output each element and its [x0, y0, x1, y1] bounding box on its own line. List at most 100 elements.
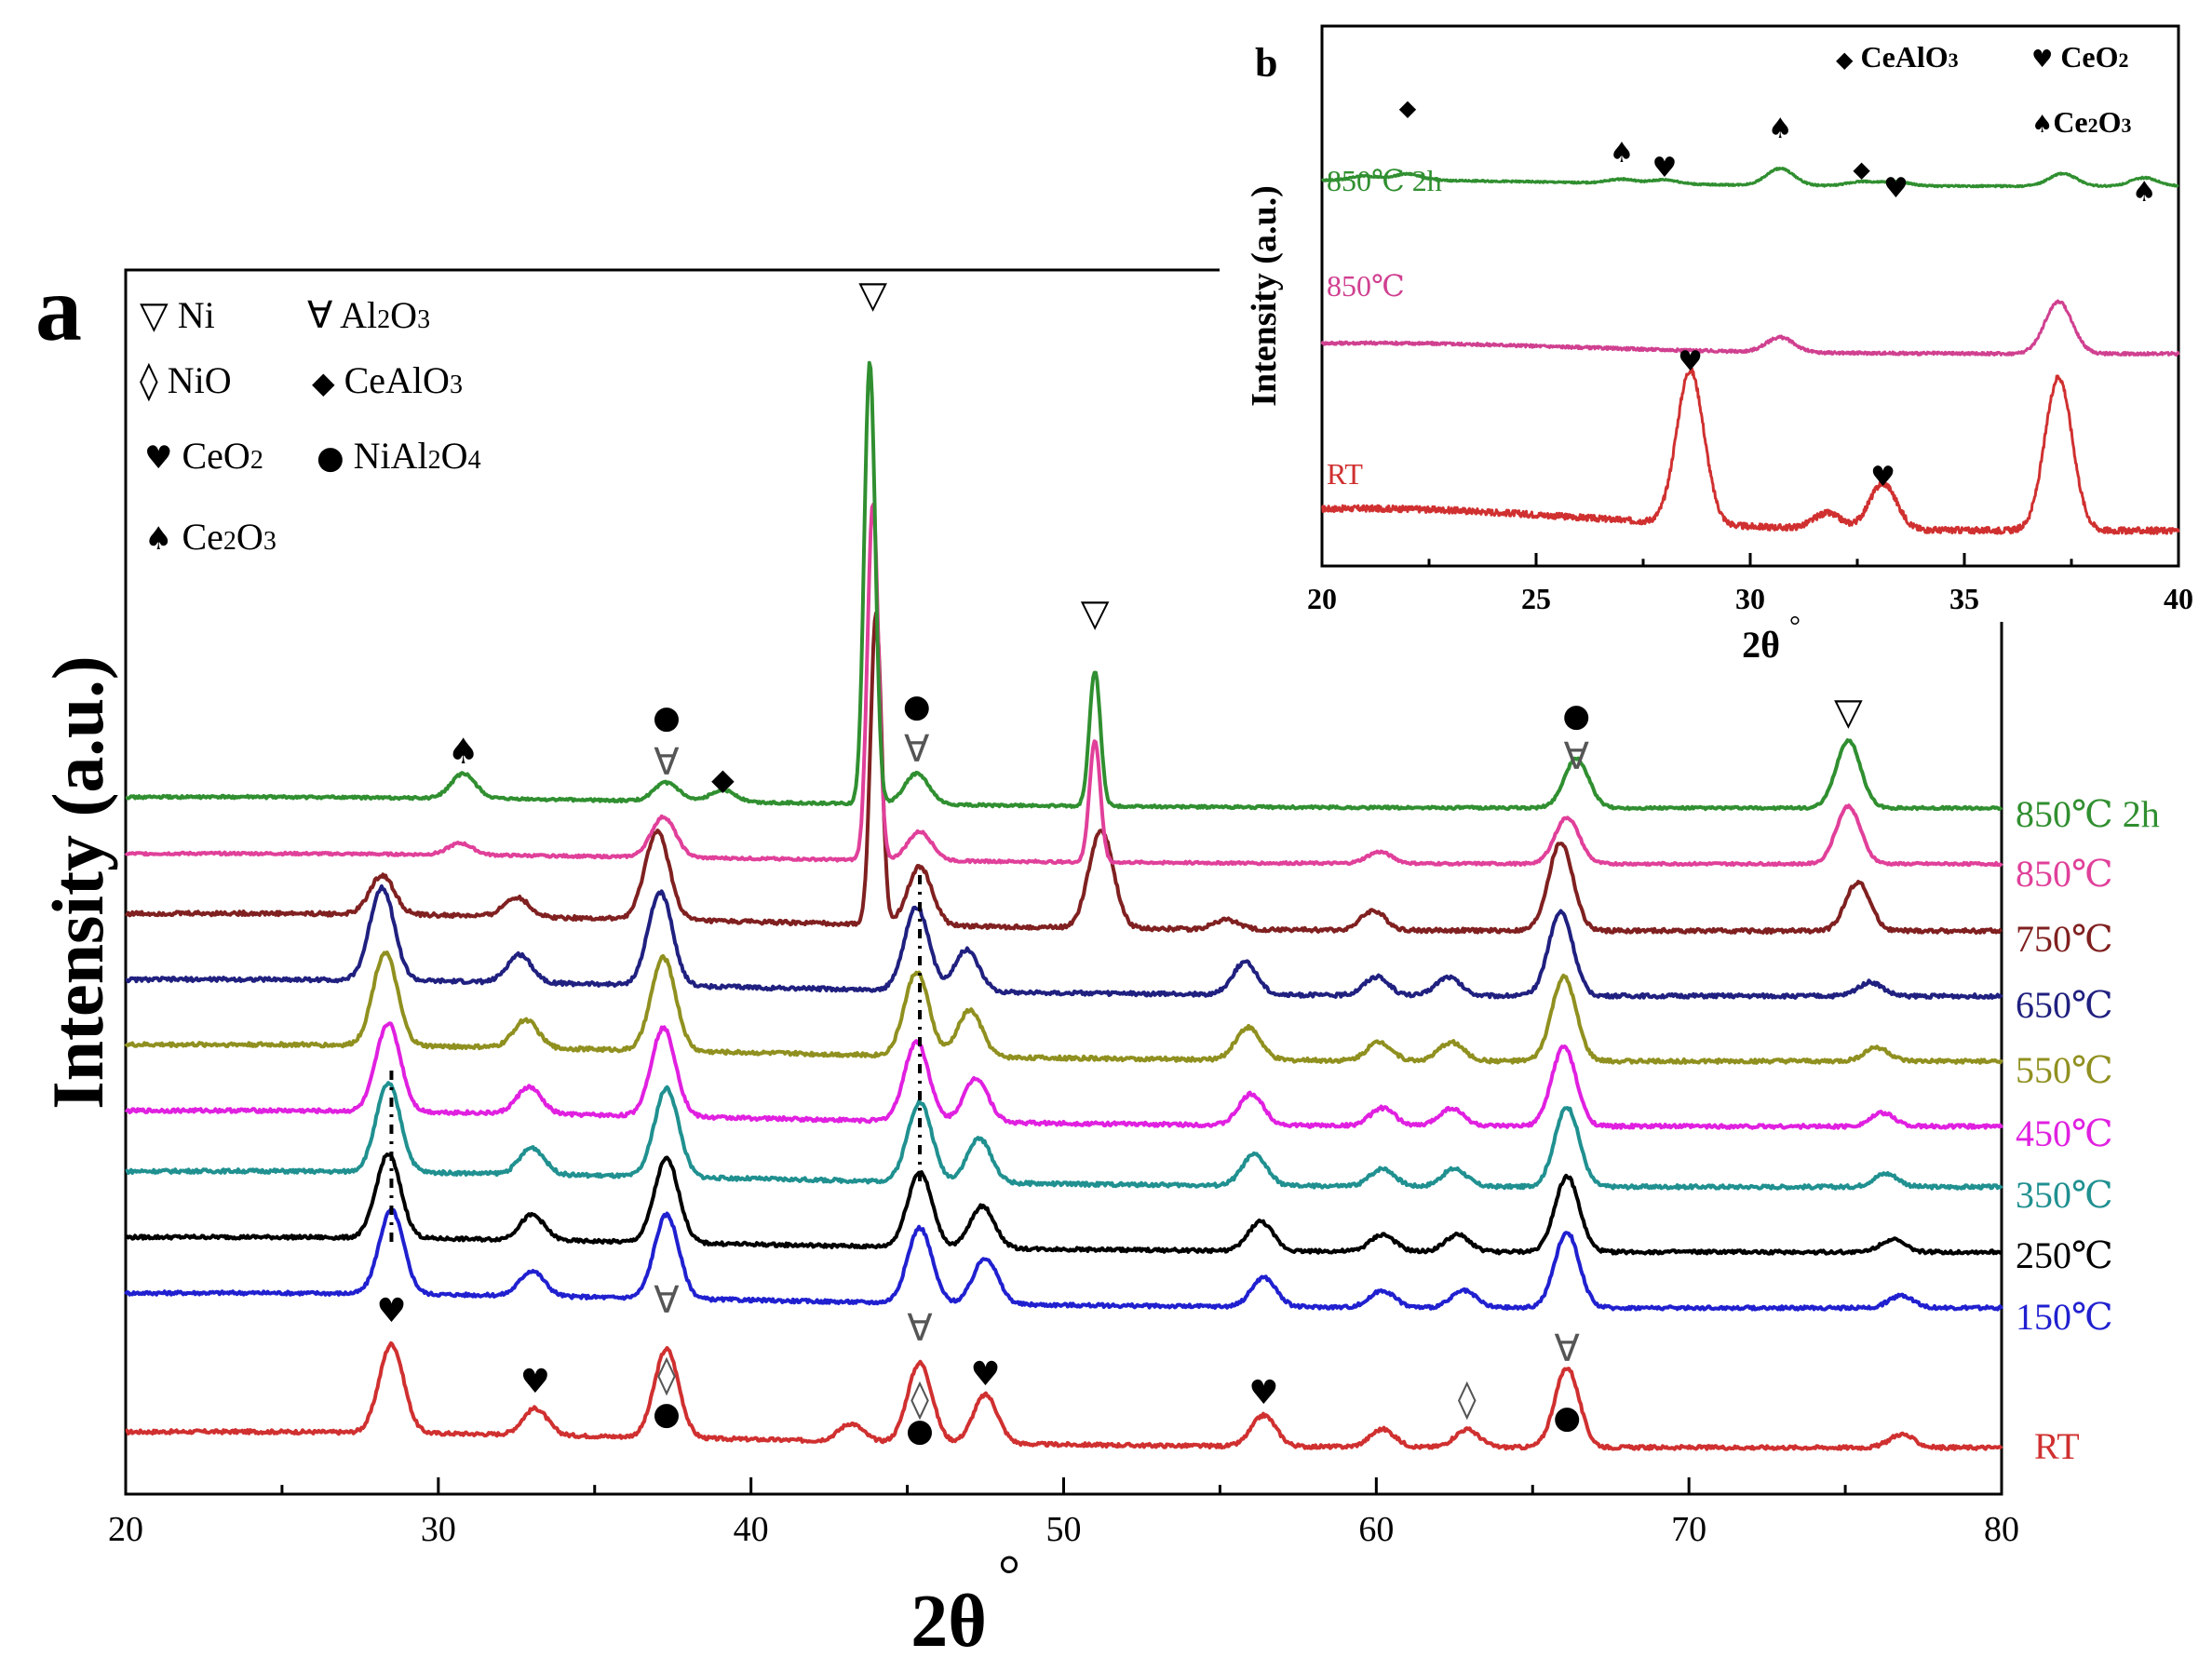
legend-item-ceo2: ♥ CeO2: [144, 435, 263, 477]
a-series-label-4: 450℃: [2016, 1112, 2113, 1154]
a-series-line-0: [125, 1341, 2003, 1451]
a-peak-marker: ◊: [657, 1354, 676, 1396]
legend-item-ni: ▽ Ni: [140, 294, 215, 337]
b-peak-marker: ◆: [1399, 95, 1417, 121]
a-peak-marker: ●: [653, 1395, 681, 1433]
panel-b-series-labels: RT 850℃ 850℃ 2h: [1327, 164, 1442, 491]
legend-item-nio: ◊ NiO: [140, 359, 232, 402]
a-peak-marker: ▽: [1834, 691, 1863, 734]
b-series-label-0: RT: [1327, 457, 1363, 491]
a-peak-marker: ●: [906, 1412, 934, 1449]
b-peak-marker: ♠: [2132, 176, 2157, 209]
a-peak-marker: ∀: [907, 1307, 933, 1350]
a-series-line-9: [125, 360, 2003, 812]
panel-a-x-tick-labels: 20 30 40 50 60 70 80: [108, 1510, 2019, 1549]
panel-a: 20 30 40 50 60 70 80 ♠●∀ ◆▽●∀▽●∀▽♥♥∀◊●∀◊●♥ ♥ ◊∀● …: [35, 257, 2160, 1663]
a-peak-marker: ●: [1553, 1399, 1581, 1436]
a-x-tick-label: 70: [1671, 1510, 1706, 1549]
b-x-tick-label: 30: [1735, 582, 1765, 615]
a-series-line-7: [124, 611, 2003, 936]
legend-item-al2o3: ∀ Al2O3: [307, 294, 430, 337]
b-peak-marker: ♠: [1610, 137, 1635, 169]
b-peak-marker: ♠: [1768, 113, 1793, 145]
panel-b-background: [1220, 0, 2212, 622]
a-series-label-5: 550℃: [2016, 1049, 2113, 1091]
panel-a-legend: ▽ Ni ∀ Al2O3 ◊ NiO ◆ CeAlO3 ♥ CeO2 ● NiA…: [140, 294, 481, 558]
a-series-line-8: [124, 503, 2003, 868]
panel-a-x-axis-degree: °: [998, 1544, 1020, 1606]
a-x-tick-label: 80: [1984, 1510, 2019, 1549]
a-series-label-9: 850℃ 2h: [2016, 793, 2160, 835]
a-series-line-6: [125, 884, 2003, 1000]
a-series-line-2: [124, 1152, 2003, 1256]
a-peak-marker: ◆: [711, 761, 735, 797]
a-series-line-4: [124, 1021, 2003, 1130]
panel-b-x-axis-label: 2θ: [1742, 624, 1780, 666]
panel-a-x-axis-label: 2θ: [910, 1581, 987, 1663]
panel-a-series-labels: RT 150℃ 250℃ 350℃ 450℃ 550℃ 650℃ 750℃ 850℃ 850℃ 2…: [2016, 793, 2160, 1467]
a-series-label-1: 150℃: [2016, 1296, 2113, 1338]
b-peak-marker: ♥: [1678, 345, 1703, 378]
a-series-label-6: 650℃: [2016, 984, 2113, 1026]
panel-a-letter: a: [35, 257, 82, 360]
a-peak-marker: ♠: [448, 731, 479, 772]
legend-b-item-cealo3: ◆ CeAlO3: [1836, 40, 1959, 74]
b-peak-marker: ♥: [1652, 152, 1678, 184]
b-peak-marker: ♥: [1870, 461, 1895, 493]
panel-b-peak-markers: ◆ ♠ ♥ ♠ ◆ ♥ ♠ ♥ ♥: [1399, 95, 2157, 493]
panel-a-series-lines: [124, 360, 2003, 1451]
panel-b-y-axis-label: Intensity (a.u.): [1245, 185, 1284, 407]
panel-b-letter: b: [1255, 40, 1277, 86]
a-series-label-7: 750℃: [2016, 918, 2113, 960]
a-x-tick-label: 30: [421, 1510, 456, 1549]
a-peak-marker: ▽: [858, 274, 887, 317]
a-peak-marker: ∀: [1564, 735, 1590, 778]
a-peak-marker: ∀: [654, 1279, 680, 1322]
a-series-label-8: 850℃: [2016, 853, 2113, 895]
b-series-label-1: 850℃: [1327, 269, 1405, 303]
a-peak-marker: ♥: [1248, 1374, 1278, 1412]
b-peak-marker: ♥: [1883, 172, 1909, 205]
panel-a-x-ticks: [124, 1477, 2003, 1494]
b-x-tick-label: 40: [2164, 582, 2193, 615]
b-series-line-1: [1320, 299, 2180, 357]
a-x-tick-label: 50: [1046, 1510, 1082, 1549]
a-peak-marker: ∀: [654, 741, 680, 784]
b-series-line-0: [1321, 367, 2180, 535]
a-x-tick-label: 60: [1358, 1510, 1394, 1549]
a-series-label-0: RT: [2034, 1425, 2080, 1467]
legend-b-item-ce2o3: ♠Ce2O3: [2031, 105, 2132, 139]
a-peak-marker: ♥: [970, 1355, 1000, 1394]
a-peak-marker: ▽: [1081, 592, 1110, 635]
a-series-line-1: [124, 1206, 2003, 1312]
legend-b-item-ceo2: ♥ CeO2: [2031, 40, 2129, 74]
legend-item-nial2o4: ● NiAl2O4: [317, 435, 481, 477]
a-series-label-3: 350℃: [2016, 1174, 2113, 1216]
a-peak-marker: ∀: [1555, 1327, 1581, 1370]
a-peak-marker: ●: [653, 699, 681, 736]
panel-b-x-ticks: [1320, 553, 2180, 566]
legend-item-cealo3: ◆ CeAlO3: [312, 359, 463, 401]
a-peak-marker: ◊: [910, 1378, 929, 1421]
b-x-tick-label: 25: [1521, 582, 1551, 615]
a-peak-marker: ●: [1562, 697, 1590, 734]
b-peak-marker: ◆: [1853, 156, 1870, 182]
a-x-tick-label: 40: [734, 1510, 769, 1549]
legend-item-ce2o3: ♠ Ce2O3: [144, 516, 276, 558]
panel-b: 20 25 30 35 40 ◆ ♠ ♥ ♠ ◆ ♥ ♠ ♥ ♥ RT 850℃ 850℃ 2h b Int…: [1220, 0, 2212, 666]
panel-a-peak-markers: ♠●∀ ◆▽●∀▽●∀▽♥♥∀◊●∀◊●♥ ♥ ◊∀●: [376, 274, 1863, 1449]
b-x-tick-label: 35: [1949, 582, 1979, 615]
a-series-line-5: [124, 950, 2003, 1065]
panel-a-y-axis-label: Intensity (a.u.): [37, 655, 118, 1110]
b-series-line-2: [1320, 167, 2179, 189]
a-peak-marker: ◊: [1458, 1378, 1477, 1421]
b-series-label-2: 850℃ 2h: [1327, 164, 1442, 197]
a-peak-marker: ♥: [376, 1292, 406, 1330]
panel-b-x-tick-labels: 20 25 30 35 40: [1307, 582, 2193, 615]
a-x-tick-label: 20: [108, 1510, 143, 1549]
panel-b-legend: ◆ CeAlO3 ♥ CeO2 ♠Ce2O3: [1836, 40, 2132, 139]
a-peak-marker: ∀: [904, 728, 930, 771]
a-peak-marker: ●: [903, 688, 931, 725]
a-series-label-2: 250℃: [2016, 1234, 2113, 1276]
